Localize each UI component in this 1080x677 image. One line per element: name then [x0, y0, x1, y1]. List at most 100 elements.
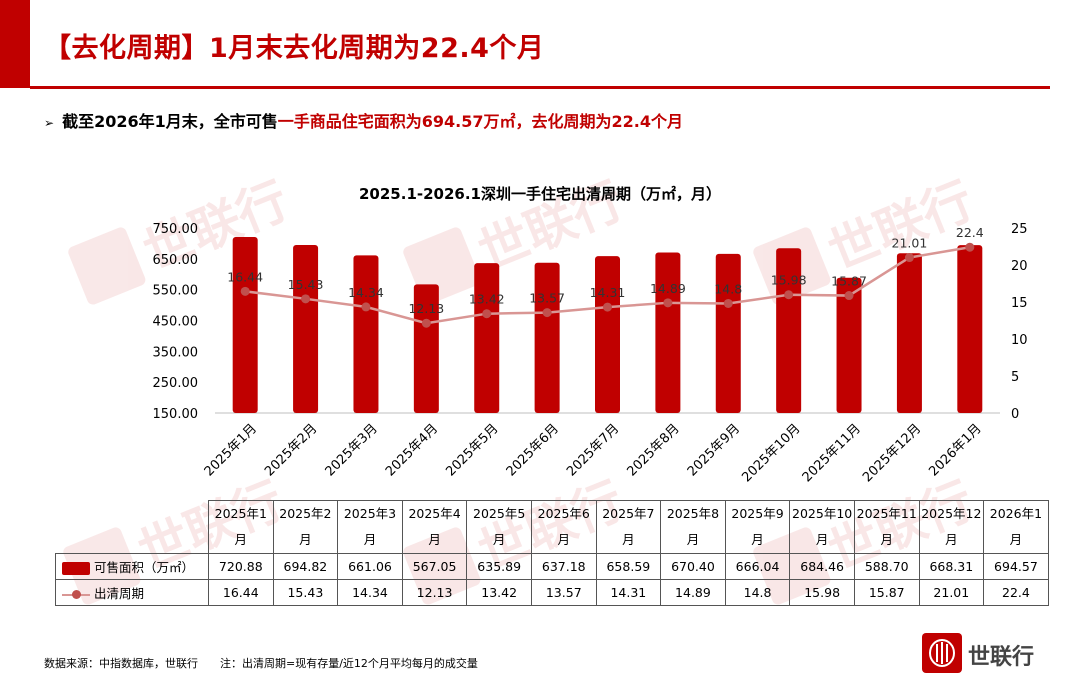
table-cell: 14.31 [595, 579, 662, 606]
data-label: 14.8 [714, 281, 742, 296]
table-header-month: 月 [880, 532, 893, 547]
right-axis-tick: 10 [1011, 333, 1028, 348]
summary-line: ➢ 截至2026年1月末，全市可售一手商品住宅面积为694.57万㎡，去化周期为2… [44, 108, 683, 132]
footer: 数据来源：中指数据库，世联行 注：出清周期=现有存量/近12个月平均每月的成交量 [44, 655, 478, 671]
table-header-month: 月 [234, 532, 248, 547]
table-header: 2025年11 月 [853, 500, 920, 554]
x-axis-tick: 2025年6月 [504, 421, 562, 479]
left-axis-tick: 650.00 [153, 253, 199, 268]
left-axis-tick: 250.00 [153, 376, 199, 391]
data-label: 13.42 [469, 292, 505, 307]
right-axis-tick: 0 [1011, 407, 1019, 422]
x-axis-tick: 2025年9月 [685, 421, 743, 479]
table-header-year: 2025年10 [792, 506, 853, 521]
line-point [784, 290, 794, 300]
bar [836, 277, 862, 413]
table-cell: 658.59 [595, 553, 662, 580]
table-cell: 720.88 [208, 553, 274, 580]
x-axis-tick: 2026年1月 [926, 421, 984, 479]
table-cell: 666.04 [724, 553, 791, 580]
line-point [723, 298, 733, 308]
table-cell: 668.31 [918, 553, 985, 580]
data-source: 数据来源：中指数据库，世联行 [44, 657, 198, 670]
line-point [301, 294, 311, 304]
table-cell: 14.89 [660, 579, 726, 606]
table-header: 2025年7 月 [595, 500, 662, 554]
table-header: 2025年9 月 [724, 500, 791, 554]
line-point [240, 286, 250, 296]
table-header-year: 2026年1 [989, 506, 1043, 521]
table-header-month: 月 [363, 532, 377, 547]
bullet-arrow-icon: ➢ [44, 116, 55, 130]
bar [715, 253, 741, 413]
brand-logo-icon [922, 633, 962, 673]
bar-line-chart: 750.00 650.00 550.00 450.00 350.00 250.00 150.… [153, 222, 1028, 485]
table-cell: 15.98 [789, 579, 855, 606]
legend-line-icon [62, 588, 90, 601]
table-header: 2026年1 月 [983, 500, 1049, 554]
table-header-month: 月 [492, 532, 506, 547]
table-row-label: 出清周期 [55, 579, 209, 606]
data-label: 15.87 [831, 274, 867, 289]
x-axis-tick: 2025年7月 [564, 421, 622, 479]
title-divider [30, 86, 1050, 89]
table-cell: 694.82 [272, 553, 339, 580]
data-label: 15.43 [288, 277, 324, 292]
data-label: 16.44 [227, 269, 263, 284]
line-point [361, 302, 371, 312]
table-cell: 15.87 [853, 579, 920, 606]
line-point [965, 242, 975, 252]
left-axis-tick: 350.00 [153, 345, 199, 360]
bar [293, 245, 319, 413]
table-cell: 637.18 [530, 553, 597, 580]
data-label: 14.89 [650, 281, 686, 296]
line-point [844, 291, 854, 301]
line-point [603, 302, 612, 312]
table-header-month: 月 [751, 532, 764, 547]
bar [957, 245, 983, 413]
data-label: 22.4 [956, 225, 984, 240]
table-cell: 13.42 [466, 579, 532, 606]
table-header-month: 月 [945, 532, 958, 547]
table-header: 2025年12 月 [918, 500, 985, 554]
table-cell: 588.70 [853, 553, 920, 580]
table-row: 可售面积（万㎡） 720.88 694.82 661.06 567.05 635.89 63… [55, 553, 1049, 580]
table-header-year: 2025年11 [856, 506, 917, 521]
line-point [542, 308, 552, 318]
summary-highlight: 一手商品住宅面积为694.57万㎡ [277, 112, 516, 131]
table-row: 出清周期 16.44 15.43 14.34 12.13 13.42 13.57 14.31 1… [55, 579, 1049, 606]
left-axis-tick: 750.00 [153, 222, 199, 237]
line-point [421, 318, 431, 328]
right-axis-tick: 25 [1011, 222, 1028, 237]
table-header-year: 2025年6 [537, 506, 590, 521]
bar [776, 248, 802, 413]
table-header: 2025年3 月 [337, 500, 403, 554]
data-label: 15.98 [771, 273, 807, 288]
data-table: 2025年1 月 2025年2 月 2025年3 月 2025年4 月 2025年5 月 2025年… [55, 500, 1049, 606]
x-axis-tick: 2025年2月 [262, 421, 320, 479]
line-point [904, 253, 914, 263]
x-axis-tick: 2025年10月 [739, 421, 803, 485]
chart-title: 2025.1-2026.1深圳一手住宅出清周期（万㎡，月） [359, 185, 721, 203]
legend-bar-icon [62, 562, 90, 575]
table-header: 2025年1 月 [208, 500, 274, 554]
summary-suffix: ，去化周期为22.4个月 [515, 112, 683, 131]
table-cell: 14.34 [337, 579, 403, 606]
table-row-label: 可售面积（万㎡） [55, 553, 209, 580]
table-cell: 694.57 [983, 553, 1049, 580]
bar [413, 284, 439, 413]
table-header-year: 2025年12 [921, 506, 982, 521]
table-cell: 16.44 [208, 579, 274, 606]
left-axis-tick: 450.00 [153, 315, 199, 330]
table-header-year: 2025年7 [602, 506, 655, 521]
table-header-month: 月 [622, 532, 635, 547]
right-axis-tick: 5 [1011, 370, 1019, 385]
legend-label: 可售面积（万㎡） [94, 560, 195, 575]
table-header-month: 月 [557, 532, 571, 547]
left-axis-tick: 150.00 [153, 407, 199, 422]
data-label: 14.31 [590, 285, 626, 300]
table-header: 2025年10 月 [789, 500, 855, 554]
x-axis-tick: 2025年8月 [624, 421, 682, 479]
table-cell: 21.01 [918, 579, 985, 606]
legend-label: 出清周期 [94, 586, 145, 601]
